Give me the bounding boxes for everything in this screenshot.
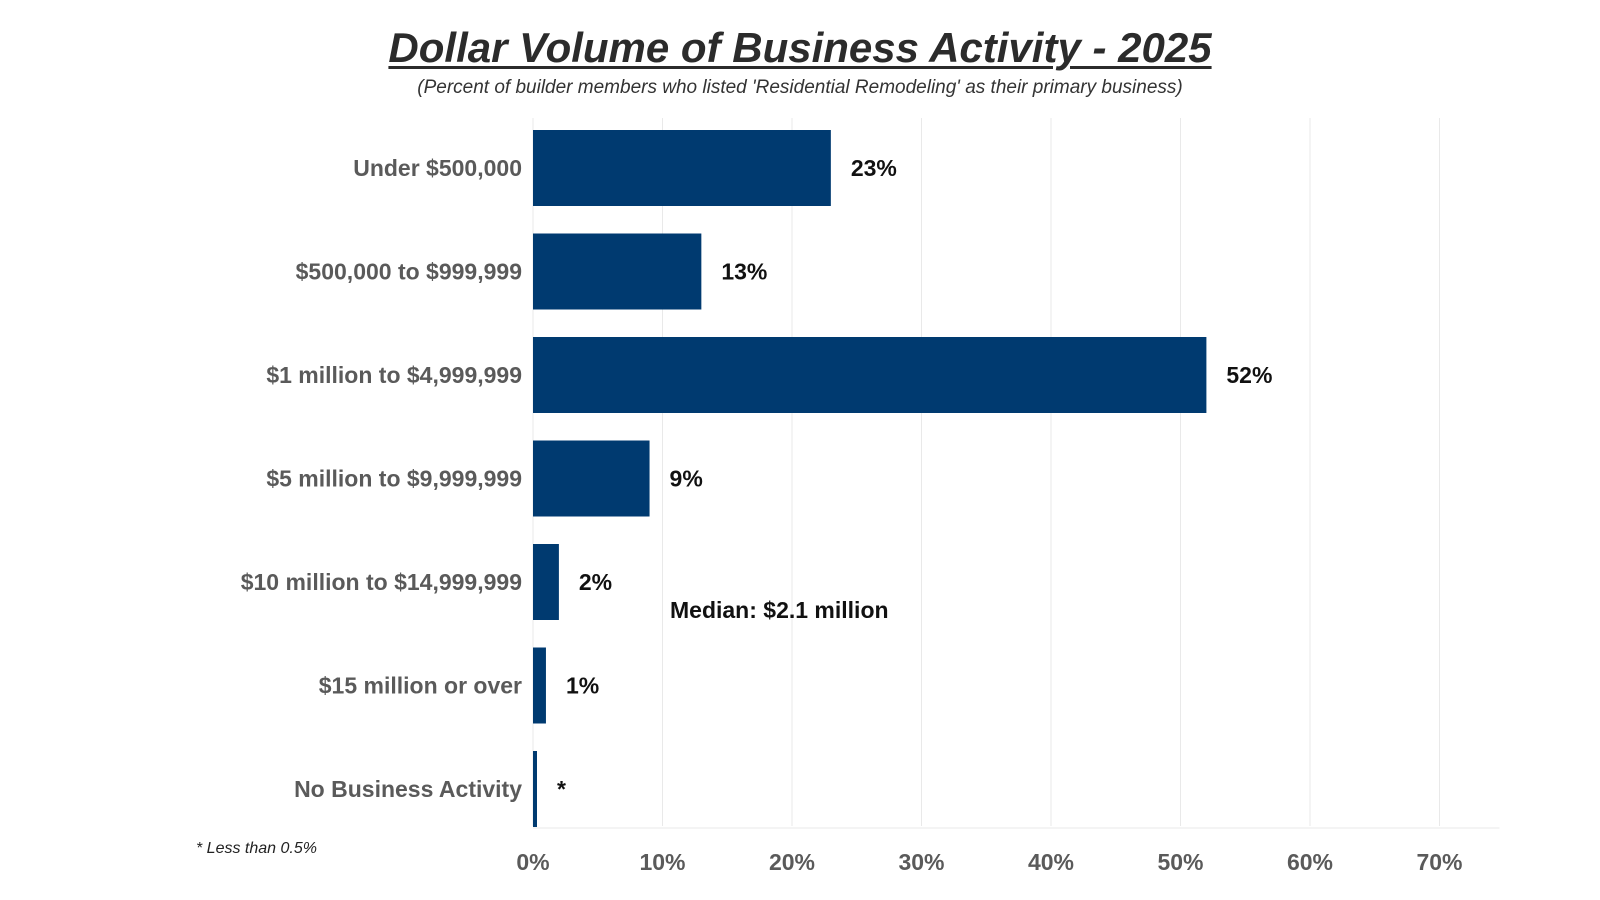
- x-tick-label: 70%: [1416, 849, 1462, 875]
- footnote: * Less than 0.5%: [196, 840, 317, 857]
- value-label: 1%: [566, 673, 599, 699]
- x-tick-label: 50%: [1157, 849, 1203, 875]
- x-tick-label: 60%: [1287, 849, 1333, 875]
- x-tick-label: 0%: [516, 849, 549, 875]
- bar: [533, 544, 559, 620]
- x-tick-label: 30%: [898, 849, 944, 875]
- labels: 0% 10% 20% 30% 40% 50% 60% 70% Under $500,000 23%…: [241, 155, 1463, 875]
- median-annotation: Median: $2.1 million: [670, 597, 889, 623]
- x-tick-label: 20%: [769, 849, 815, 875]
- bars: [533, 130, 1207, 827]
- bar: [533, 233, 702, 310]
- category-label: $1 million to $4,999,999: [266, 362, 522, 388]
- x-tick-label: 10%: [639, 849, 685, 875]
- bar: [533, 337, 1207, 413]
- chart-title: Dollar Volume of Business Activity - 202…: [388, 24, 1212, 71]
- value-label: *: [557, 776, 566, 802]
- value-label: 23%: [851, 155, 897, 181]
- bar: [533, 751, 537, 827]
- category-label: $5 million to $9,999,999: [266, 466, 522, 492]
- chart-subtitle: (Percent of builder members who listed '…: [417, 77, 1183, 98]
- value-label: 2%: [579, 569, 612, 595]
- value-label: 52%: [1226, 362, 1272, 388]
- category-label: $15 million or over: [319, 673, 522, 699]
- category-label: No Business Activity: [294, 776, 522, 802]
- category-label: Under $500,000: [353, 155, 522, 181]
- x-tick-label: 40%: [1028, 849, 1074, 875]
- category-label: $500,000 to $999,999: [296, 259, 522, 285]
- bar: [533, 647, 546, 724]
- category-label: $10 million to $14,999,999: [241, 569, 522, 595]
- value-label: 13%: [721, 259, 767, 285]
- bar: [533, 130, 831, 206]
- bar: [533, 440, 650, 517]
- value-label: 9%: [670, 466, 703, 492]
